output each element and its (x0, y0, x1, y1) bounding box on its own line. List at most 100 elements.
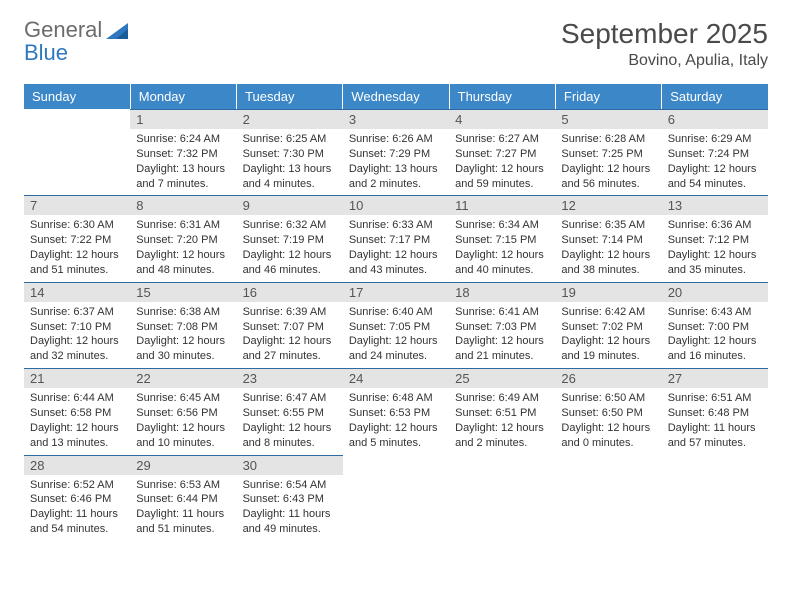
day-number: 2 (237, 109, 343, 129)
day-details: Sunrise: 6:27 AMSunset: 7:27 PMDaylight:… (449, 129, 555, 195)
day-details: Sunrise: 6:44 AMSunset: 6:58 PMDaylight:… (24, 388, 130, 454)
day-details: Sunrise: 6:25 AMSunset: 7:30 PMDaylight:… (237, 129, 343, 195)
day-details: Sunrise: 6:48 AMSunset: 6:53 PMDaylight:… (343, 388, 449, 454)
header: General Blue September 2025 Bovino, Apul… (24, 18, 768, 70)
calendar-cell: 14Sunrise: 6:37 AMSunset: 7:10 PMDayligh… (24, 282, 130, 368)
sunset-text: Sunset: 6:51 PM (455, 406, 549, 421)
day-number: 1 (130, 109, 236, 129)
day-details: Sunrise: 6:38 AMSunset: 7:08 PMDaylight:… (130, 302, 236, 368)
sunset-text: Sunset: 6:56 PM (136, 406, 230, 421)
daylight-text: Daylight: 11 hours and 57 minutes. (668, 421, 762, 451)
calendar-table: Sunday Monday Tuesday Wednesday Thursday… (24, 84, 768, 541)
sunrise-text: Sunrise: 6:45 AM (136, 391, 230, 406)
calendar-cell: 23Sunrise: 6:47 AMSunset: 6:55 PMDayligh… (237, 368, 343, 454)
calendar-cell: 21Sunrise: 6:44 AMSunset: 6:58 PMDayligh… (24, 368, 130, 454)
sunrise-text: Sunrise: 6:50 AM (561, 391, 655, 406)
calendar-cell: 2Sunrise: 6:25 AMSunset: 7:30 PMDaylight… (237, 109, 343, 195)
calendar-cell: 24Sunrise: 6:48 AMSunset: 6:53 PMDayligh… (343, 368, 449, 454)
calendar-cell: 12Sunrise: 6:35 AMSunset: 7:14 PMDayligh… (555, 195, 661, 281)
day-header: Tuesday (237, 84, 343, 109)
day-header: Saturday (662, 84, 768, 109)
day-details: Sunrise: 6:33 AMSunset: 7:17 PMDaylight:… (343, 215, 449, 281)
daylight-text: Daylight: 12 hours and 10 minutes. (136, 421, 230, 451)
daylight-text: Daylight: 12 hours and 21 minutes. (455, 334, 549, 364)
sunset-text: Sunset: 6:55 PM (243, 406, 337, 421)
sunset-text: Sunset: 6:53 PM (349, 406, 443, 421)
day-number: 18 (449, 282, 555, 302)
day-number: 14 (24, 282, 130, 302)
day-number (555, 455, 661, 460)
sunset-text: Sunset: 7:24 PM (668, 147, 762, 162)
day-header: Thursday (449, 84, 555, 109)
sunrise-text: Sunrise: 6:32 AM (243, 218, 337, 233)
day-number: 15 (130, 282, 236, 302)
calendar-cell: 22Sunrise: 6:45 AMSunset: 6:56 PMDayligh… (130, 368, 236, 454)
daylight-text: Daylight: 12 hours and 5 minutes. (349, 421, 443, 451)
day-details: Sunrise: 6:52 AMSunset: 6:46 PMDaylight:… (24, 475, 130, 541)
sunrise-text: Sunrise: 6:51 AM (668, 391, 762, 406)
sunset-text: Sunset: 7:32 PM (136, 147, 230, 162)
day-number: 16 (237, 282, 343, 302)
calendar-body: 1Sunrise: 6:24 AMSunset: 7:32 PMDaylight… (24, 109, 768, 541)
calendar-cell: 15Sunrise: 6:38 AMSunset: 7:08 PMDayligh… (130, 282, 236, 368)
day-number: 19 (555, 282, 661, 302)
day-number: 25 (449, 368, 555, 388)
calendar-cell (343, 455, 449, 541)
day-number: 4 (449, 109, 555, 129)
calendar-cell: 8Sunrise: 6:31 AMSunset: 7:20 PMDaylight… (130, 195, 236, 281)
sunset-text: Sunset: 6:48 PM (668, 406, 762, 421)
day-number (449, 455, 555, 460)
day-header: Sunday (24, 84, 130, 109)
daylight-text: Daylight: 12 hours and 27 minutes. (243, 334, 337, 364)
day-header: Wednesday (343, 84, 449, 109)
calendar-cell: 26Sunrise: 6:50 AMSunset: 6:50 PMDayligh… (555, 368, 661, 454)
sunset-text: Sunset: 7:19 PM (243, 233, 337, 248)
day-number: 27 (662, 368, 768, 388)
page: General Blue September 2025 Bovino, Apul… (0, 0, 792, 551)
day-details: Sunrise: 6:30 AMSunset: 7:22 PMDaylight:… (24, 215, 130, 281)
sunrise-text: Sunrise: 6:28 AM (561, 132, 655, 147)
daylight-text: Daylight: 13 hours and 2 minutes. (349, 162, 443, 192)
daylight-text: Daylight: 12 hours and 40 minutes. (455, 248, 549, 278)
calendar-cell (555, 455, 661, 541)
daylight-text: Daylight: 12 hours and 51 minutes. (30, 248, 124, 278)
day-header: Monday (130, 84, 236, 109)
day-details: Sunrise: 6:31 AMSunset: 7:20 PMDaylight:… (130, 215, 236, 281)
sunrise-text: Sunrise: 6:48 AM (349, 391, 443, 406)
day-details: Sunrise: 6:36 AMSunset: 7:12 PMDaylight:… (662, 215, 768, 281)
sunrise-text: Sunrise: 6:36 AM (668, 218, 762, 233)
sunset-text: Sunset: 6:46 PM (30, 492, 124, 507)
daylight-text: Daylight: 12 hours and 56 minutes. (561, 162, 655, 192)
day-details: Sunrise: 6:43 AMSunset: 7:00 PMDaylight:… (662, 302, 768, 368)
calendar-cell: 3Sunrise: 6:26 AMSunset: 7:29 PMDaylight… (343, 109, 449, 195)
sunset-text: Sunset: 7:25 PM (561, 147, 655, 162)
daylight-text: Daylight: 12 hours and 16 minutes. (668, 334, 762, 364)
daylight-text: Daylight: 12 hours and 32 minutes. (30, 334, 124, 364)
calendar-cell: 5Sunrise: 6:28 AMSunset: 7:25 PMDaylight… (555, 109, 661, 195)
sunrise-text: Sunrise: 6:41 AM (455, 305, 549, 320)
day-number (662, 455, 768, 460)
sunset-text: Sunset: 7:03 PM (455, 320, 549, 335)
day-number: 30 (237, 455, 343, 475)
day-number: 24 (343, 368, 449, 388)
day-number: 29 (130, 455, 236, 475)
sunrise-text: Sunrise: 6:43 AM (668, 305, 762, 320)
day-details: Sunrise: 6:26 AMSunset: 7:29 PMDaylight:… (343, 129, 449, 195)
sunrise-text: Sunrise: 6:47 AM (243, 391, 337, 406)
sunrise-text: Sunrise: 6:30 AM (30, 218, 124, 233)
daylight-text: Daylight: 12 hours and 8 minutes. (243, 421, 337, 451)
day-number: 7 (24, 195, 130, 215)
daylight-text: Daylight: 12 hours and 43 minutes. (349, 248, 443, 278)
sunrise-text: Sunrise: 6:33 AM (349, 218, 443, 233)
day-number: 6 (662, 109, 768, 129)
sunrise-text: Sunrise: 6:27 AM (455, 132, 549, 147)
day-details: Sunrise: 6:49 AMSunset: 6:51 PMDaylight:… (449, 388, 555, 454)
sunset-text: Sunset: 7:27 PM (455, 147, 549, 162)
sunset-text: Sunset: 7:17 PM (349, 233, 443, 248)
page-subtitle: Bovino, Apulia, Italy (561, 52, 768, 70)
sunset-text: Sunset: 7:05 PM (349, 320, 443, 335)
day-details: Sunrise: 6:45 AMSunset: 6:56 PMDaylight:… (130, 388, 236, 454)
sunrise-text: Sunrise: 6:53 AM (136, 478, 230, 493)
day-details: Sunrise: 6:47 AMSunset: 6:55 PMDaylight:… (237, 388, 343, 454)
day-number: 10 (343, 195, 449, 215)
